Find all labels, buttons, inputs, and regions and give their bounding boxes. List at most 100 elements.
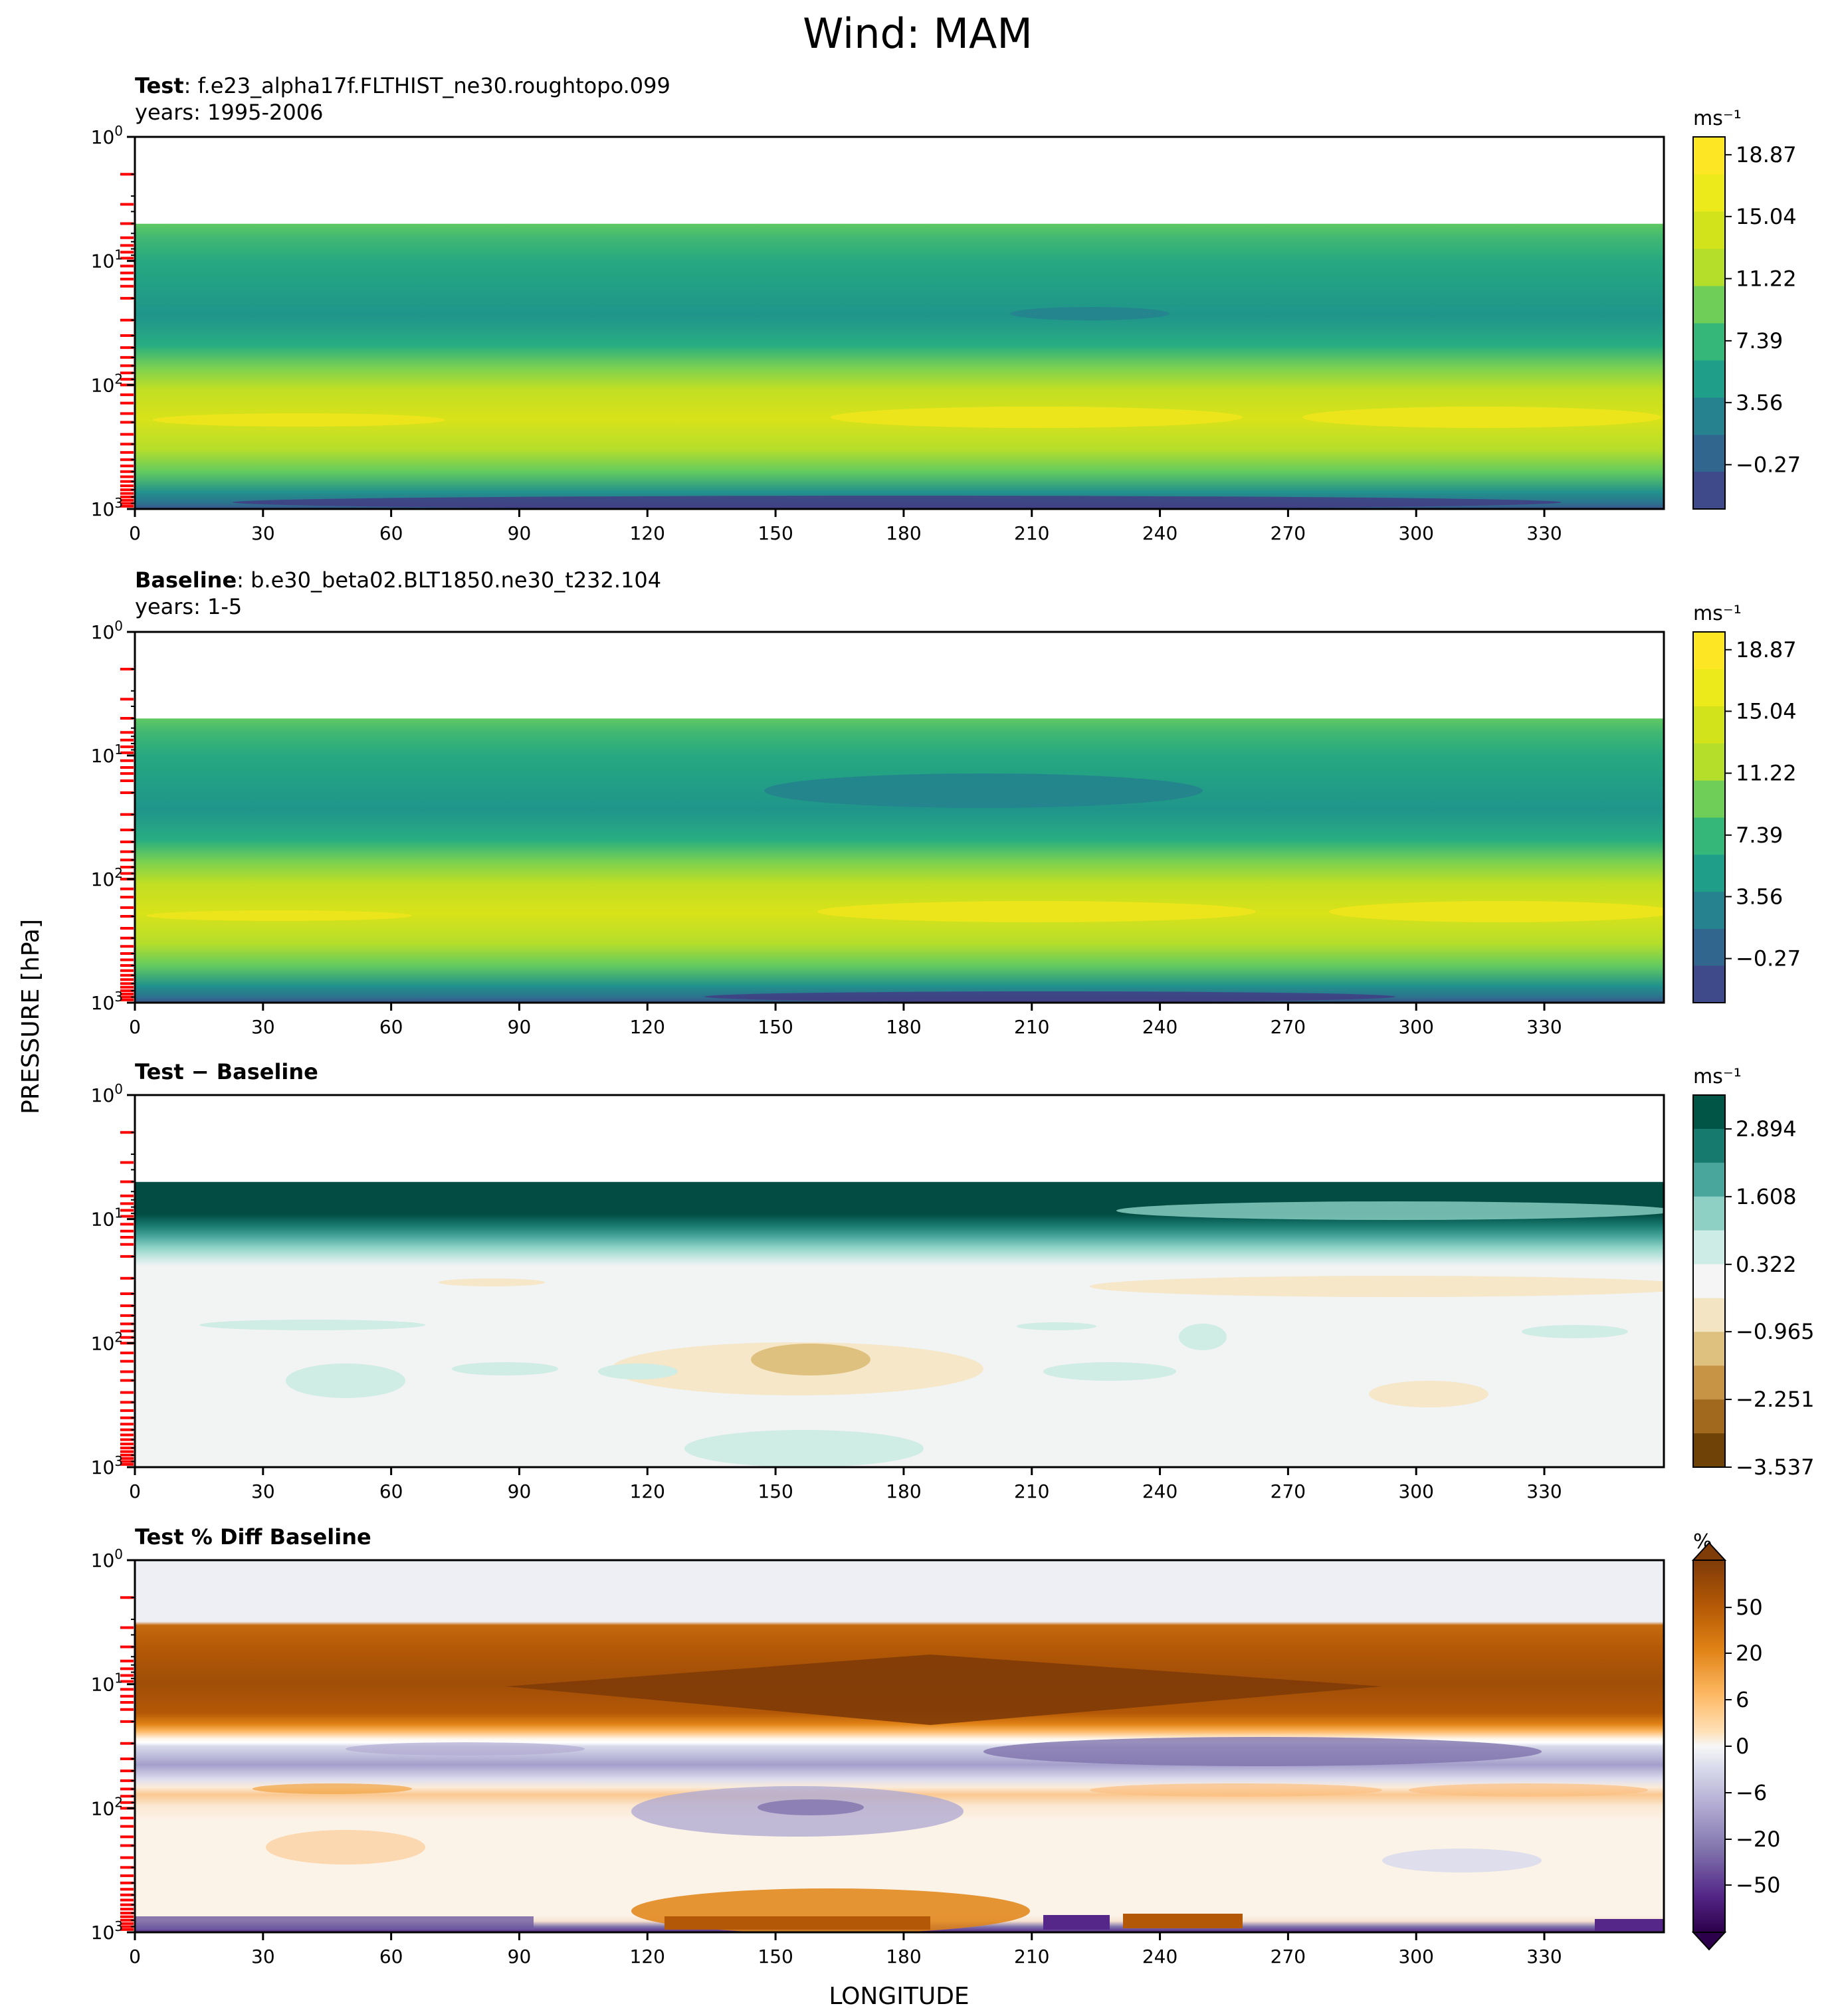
colorbar-frame bbox=[1692, 631, 1726, 1003]
x-tick-label: 330 bbox=[1526, 1480, 1562, 1502]
panel-baseline: Baseline: b.e30_beta02.BLT1850.ne30_t232… bbox=[91, 567, 1801, 1038]
colorbar-tick-label: 6 bbox=[1736, 1687, 1749, 1712]
panel-title: Test % Diff Baseline bbox=[135, 1524, 371, 1550]
y-tick-base: 10 bbox=[91, 498, 115, 520]
x-tick-label: 210 bbox=[1014, 1946, 1049, 1967]
colorbar-band bbox=[1693, 397, 1725, 435]
y-tick-label: 101 bbox=[91, 1205, 123, 1231]
y-tick-base: 10 bbox=[91, 1674, 115, 1696]
plot-frame bbox=[134, 136, 1665, 510]
x-tick-label: 30 bbox=[251, 522, 275, 544]
colorbar-tick-label: −6 bbox=[1736, 1780, 1767, 1805]
x-tick-label: 210 bbox=[1014, 522, 1049, 544]
colorbar-tick-label: −3.537 bbox=[1736, 1455, 1814, 1480]
colorbar-band bbox=[1693, 1298, 1725, 1332]
x-tick-label: 300 bbox=[1398, 1016, 1433, 1038]
x-tick-label: 150 bbox=[758, 1946, 793, 1967]
colorbar-band bbox=[1693, 668, 1725, 707]
colorbar-band bbox=[1693, 1365, 1725, 1400]
colorbar-tick-label: 7.39 bbox=[1736, 328, 1783, 353]
x-tick-label: 150 bbox=[758, 522, 793, 544]
y-tick-exponent: 2 bbox=[114, 1794, 123, 1810]
x-tick-label: 60 bbox=[379, 1480, 403, 1502]
plot-frame bbox=[134, 1094, 1665, 1468]
y-tick-exponent: 3 bbox=[114, 989, 123, 1005]
x-tick-label: 330 bbox=[1526, 1946, 1562, 1967]
y-tick-label: 101 bbox=[91, 742, 123, 767]
colorbar-band bbox=[1693, 1095, 1725, 1130]
x-tick-label: 60 bbox=[379, 1016, 403, 1038]
colorbar-tick-label: 15.04 bbox=[1736, 204, 1797, 229]
colorbar-band bbox=[1693, 1162, 1725, 1197]
colorbar-band bbox=[1693, 965, 1725, 1003]
colorbar-frame bbox=[1692, 1094, 1726, 1468]
y-tick-exponent: 2 bbox=[114, 865, 123, 881]
plot-field bbox=[135, 1095, 1664, 1467]
colorbar-band bbox=[1693, 1332, 1725, 1366]
y-tick-label: 102 bbox=[91, 1329, 123, 1354]
colorbar: ms⁻¹ 18.87 15.04 11.22 7.39 3.56 −0.27 bbox=[1692, 107, 1801, 510]
colorbar-band bbox=[1693, 780, 1725, 818]
x-tick-label: 270 bbox=[1271, 1480, 1306, 1502]
plot-field bbox=[135, 632, 1664, 1003]
y-tick-base: 10 bbox=[91, 1209, 115, 1231]
panel-test: Test: f.e23_alpha17f.FLTHIST_ne30.rought… bbox=[91, 73, 1801, 544]
colorbar-unit: ms⁻¹ bbox=[1693, 107, 1742, 130]
colorbar-band bbox=[1693, 1433, 1725, 1468]
x-tick-label: 30 bbox=[251, 1016, 275, 1038]
x-tick-label: 330 bbox=[1526, 522, 1562, 544]
x-ticks: 0 30 60 90 120 150 180 210 240 270 300 330 bbox=[129, 1932, 1562, 1967]
x-tick-label: 180 bbox=[886, 1946, 921, 1967]
colorbar-tick-label: 15.04 bbox=[1736, 698, 1797, 724]
y-tick-exponent: 3 bbox=[114, 495, 123, 511]
colorbar-tick-label: −0.27 bbox=[1736, 452, 1801, 477]
figure-title: Wind: MAM bbox=[803, 9, 1033, 58]
colorbar-tick-label: 2.894 bbox=[1736, 1116, 1797, 1142]
colorbar-band bbox=[1693, 360, 1725, 398]
x-tick-label: 240 bbox=[1142, 1016, 1177, 1038]
colorbar-band bbox=[1693, 891, 1725, 929]
colorbar: ms⁻¹ 18.87 15.04 11.22 7.39 3.56 −0.27 bbox=[1692, 602, 1801, 1003]
colorbar-band bbox=[1693, 435, 1725, 472]
colorbar-band bbox=[1693, 286, 1725, 324]
colorbar-band bbox=[1693, 632, 1725, 670]
y-tick-exponent: 1 bbox=[114, 742, 123, 757]
x-tick-label: 90 bbox=[508, 1946, 532, 1967]
colorbar-tick-label: 11.22 bbox=[1736, 266, 1797, 291]
colorbar-tick-label: −50 bbox=[1736, 1872, 1781, 1898]
x-tick-label: 60 bbox=[379, 522, 403, 544]
colorbar-band bbox=[1693, 1196, 1725, 1231]
colorbar-tick-label: 0 bbox=[1736, 1734, 1749, 1759]
y-tick-base: 10 bbox=[91, 1084, 115, 1106]
y-tick-base: 10 bbox=[91, 868, 115, 890]
y-tick-base: 10 bbox=[91, 126, 115, 148]
y-tick-exponent: 2 bbox=[114, 371, 123, 387]
x-ticks: 0 30 60 90 120 150 180 210 240 270 300 330 bbox=[129, 1467, 1562, 1502]
panel-title-rest: : f.e23_alpha17f.FLTHIST_ne30.roughtopo.… bbox=[184, 73, 670, 98]
x-axis-label: LONGITUDE bbox=[829, 1983, 969, 2010]
x-ticks: 0 30 60 90 120 150 180 210 240 270 300 330 bbox=[129, 1003, 1562, 1038]
colorbar-band bbox=[1693, 1230, 1725, 1265]
panel-title: Test − Baseline bbox=[135, 1059, 318, 1084]
x-tick-label: 240 bbox=[1142, 1480, 1177, 1502]
x-tick-label: 90 bbox=[508, 522, 532, 544]
panel-title-rest: : b.e30_beta02.BLT1850.ne30_t232.104 bbox=[237, 567, 661, 593]
panel-title-bold: Test bbox=[135, 73, 184, 98]
x-tick-label: 150 bbox=[758, 1016, 793, 1038]
y-tick-label: 103 bbox=[91, 495, 123, 520]
y-tick-label: 103 bbox=[91, 1453, 123, 1478]
y-tick-label: 102 bbox=[91, 865, 123, 890]
x-tick-label: 120 bbox=[630, 1016, 665, 1038]
panel-title: Test: f.e23_alpha17f.FLTHIST_ne30.rought… bbox=[135, 73, 670, 98]
colorbar-band bbox=[1693, 854, 1725, 892]
x-tick-label: 270 bbox=[1271, 522, 1306, 544]
plot-field bbox=[135, 1560, 1664, 1932]
colorbar-band bbox=[1693, 323, 1725, 361]
colorbar-tick-label: 0.322 bbox=[1736, 1252, 1797, 1277]
y-tick-exponent: 2 bbox=[114, 1329, 123, 1345]
y-tick-exponent: 1 bbox=[114, 247, 123, 263]
y-tick-exponent: 1 bbox=[114, 1670, 123, 1686]
y-tick-base: 10 bbox=[91, 374, 115, 396]
x-tick-label: 120 bbox=[630, 1946, 665, 1967]
